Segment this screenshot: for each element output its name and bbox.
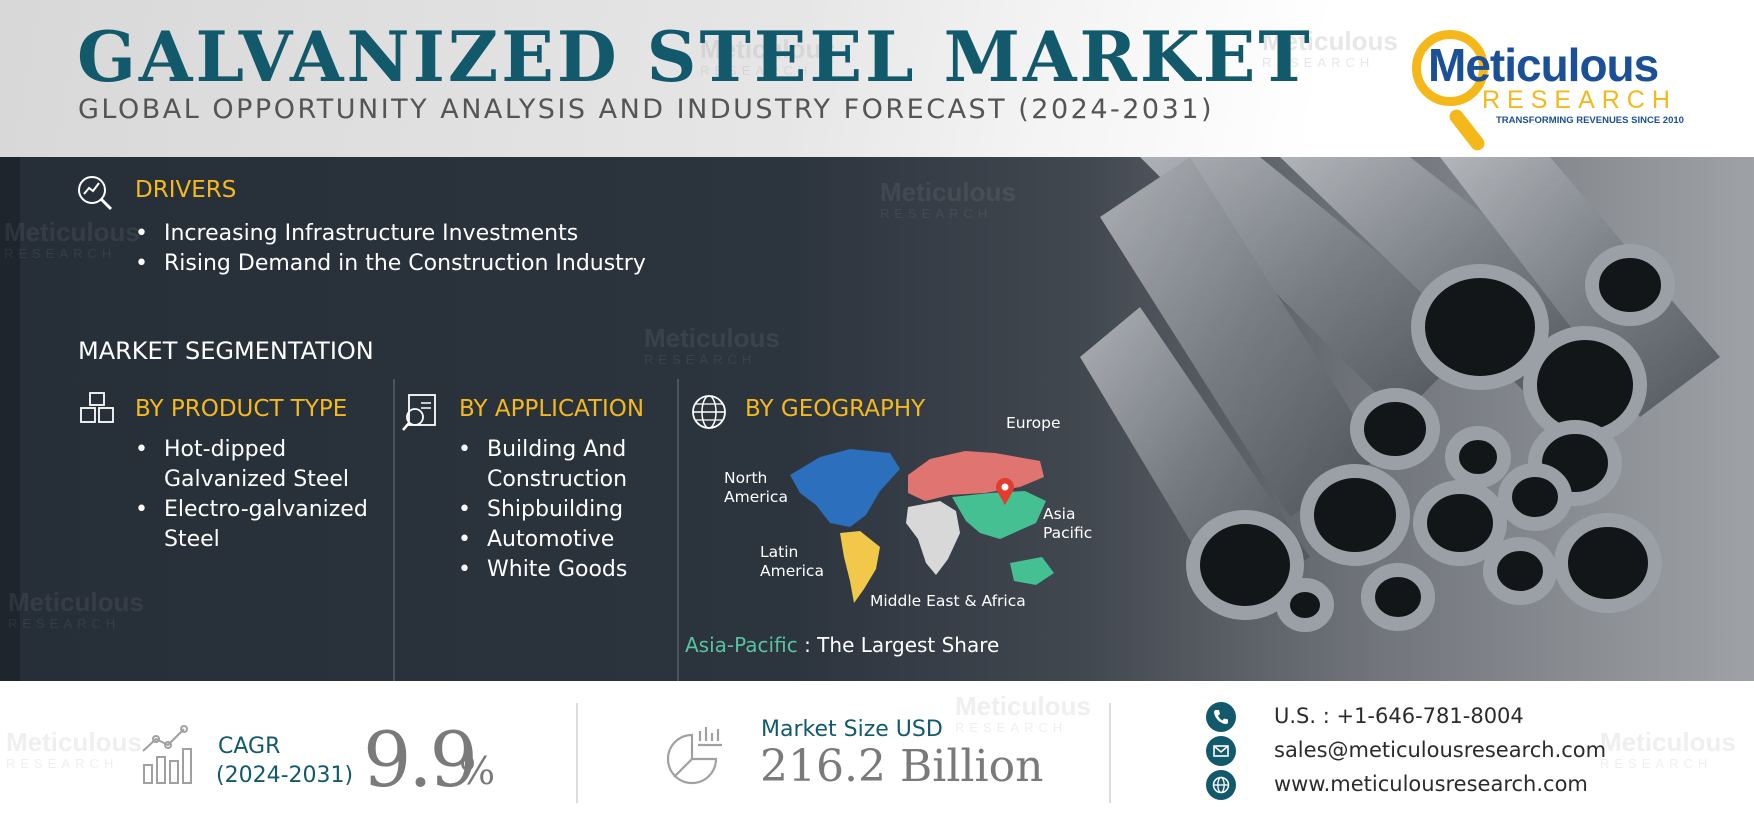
list-item: Building And Construction — [455, 435, 685, 495]
email-icon — [1206, 736, 1236, 766]
map-label-europe: Europe — [1006, 414, 1061, 432]
segmentation-heading: MARKET SEGMENTATION — [78, 337, 374, 365]
largest-share-region: Asia-Pacific — [685, 633, 798, 657]
cagr-value: 9.9 — [363, 715, 478, 804]
geography-heading: BY GEOGRAPHY — [745, 396, 926, 422]
logo-name: Meticulous — [1428, 39, 1659, 91]
phone-number[interactable]: U.S. : +1-646-781-8004 — [1274, 704, 1524, 728]
largest-share-text: Asia-Pacific : The Largest Share — [685, 633, 999, 657]
document-search-icon — [402, 394, 436, 431]
watermark: Meticulous RESEARCH — [6, 727, 142, 771]
column-divider — [393, 379, 395, 681]
magnifier-chart-icon — [78, 176, 113, 211]
content-band: Meticulous RESEARCH Meticulous RESEARCH Me… — [0, 157, 1754, 681]
growth-chart-icon — [142, 725, 192, 784]
map-label-middle-east-africa: Middle East & Africa — [870, 592, 1026, 610]
application-heading: BY APPLICATION — [459, 396, 645, 422]
footer-divider — [1109, 703, 1111, 803]
watermark: Meticulous RESEARCH — [1600, 727, 1736, 771]
band-edge — [0, 157, 20, 681]
page-title: GALVANIZED STEEL MARKET — [77, 17, 1313, 98]
map-label-north-america: North America — [724, 469, 788, 506]
website-url[interactable]: www.meticulousresearch.com — [1274, 772, 1588, 796]
north-america-region — [790, 449, 900, 527]
watermark: Meticulous RESEARCH — [955, 691, 1091, 735]
meticulous-research-logo: Meticulous RESEARCH TRANSFORMING REVENUE… — [1412, 24, 1712, 154]
steel-pipes-image — [1080, 157, 1720, 632]
watermark: Meticulous RESEARCH — [1262, 26, 1398, 70]
drivers-list: Increasing Infrastructure Investments Ri… — [132, 219, 646, 279]
logo-tagline: TRANSFORMING REVENUES SINCE 2010 — [1496, 115, 1684, 126]
list-item: Rising Demand in the Construction Indust… — [132, 249, 646, 279]
watermark: Meticulous RESEARCH — [644, 323, 780, 367]
watermark: Meticulous RESEARCH — [700, 34, 836, 78]
logo-research: RESEARCH — [1482, 86, 1677, 114]
latin-america-region — [840, 531, 880, 603]
pie-chart-icon — [666, 727, 722, 785]
largest-share-label: The Largest Share — [817, 633, 1000, 657]
world-map — [790, 449, 1054, 603]
email-address[interactable]: sales@meticulousresearch.com — [1274, 738, 1607, 762]
magnifier-logo-icon — [1412, 30, 1488, 106]
email-link[interactable]: sales@meticulousresearch.com — [1274, 738, 1606, 762]
product-type-list: Hot-dipped Galvanized Steel Electro-galv… — [132, 435, 392, 555]
asia-pacific-region — [952, 491, 1054, 585]
globe-icon — [692, 395, 726, 429]
product-type-heading: BY PRODUCT TYPE — [135, 396, 348, 422]
list-item: Electro-galvanized Steel — [132, 495, 392, 555]
phone-icon — [1206, 702, 1236, 732]
list-item: Increasing Infrastructure Investments — [132, 219, 646, 249]
map-label-latin-america: Latin America — [760, 543, 824, 580]
watermark: Meticulous RESEARCH — [4, 217, 140, 261]
cagr-years: (2024-2031) — [216, 763, 354, 788]
list-item: Hot-dipped Galvanized Steel — [132, 435, 392, 495]
column-divider — [677, 379, 679, 681]
market-size-value: 216.2 Billion — [760, 741, 1044, 792]
watermark: Meticulous RESEARCH — [880, 177, 1016, 221]
website-link[interactable]: www.meticulousresearch.com — [1274, 772, 1588, 796]
list-item: Automotive — [455, 525, 685, 555]
application-list: Building And Construction Shipbuilding A… — [455, 435, 685, 585]
header: Meticulous RESEARCH Meticulous RESEARCH GA… — [0, 0, 1754, 157]
drivers-heading: DRIVERS — [135, 177, 237, 203]
largest-share-separator: : — [804, 633, 811, 657]
market-size-label: Market Size USD — [761, 717, 943, 742]
cagr-unit: % — [459, 749, 496, 793]
footer-divider — [576, 703, 578, 803]
list-item: Shipbuilding — [455, 495, 685, 525]
globe-icon — [1206, 770, 1236, 800]
list-item: White Goods — [455, 555, 685, 585]
middle-east-africa-region — [906, 501, 960, 575]
footer: Meticulous RESEARCH Meticulous RESEARCH Me… — [0, 681, 1754, 822]
map-label-asia-pacific: Asia Pacific — [1043, 505, 1093, 542]
watermark: Meticulous RESEARCH — [8, 587, 144, 631]
page-subtitle: GLOBAL OPPORTUNITY ANALYSIS AND INDUSTRY… — [78, 94, 1214, 125]
boxes-icon — [80, 392, 114, 423]
cagr-label: CAGR — [218, 734, 281, 759]
